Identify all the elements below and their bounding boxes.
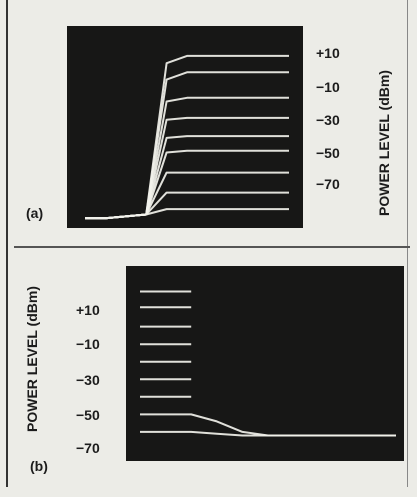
panel-divider [14, 246, 410, 248]
trace-a-7 [85, 191, 289, 220]
ytick-b-minus10: −10 [76, 336, 100, 352]
scope-screen-a [67, 26, 303, 228]
plot-area-b [140, 290, 396, 437]
trace-a-5 [85, 149, 289, 220]
scope-screen-b [126, 266, 404, 461]
trace-a-1 [85, 71, 289, 220]
ytick-b-minus50: −50 [76, 407, 100, 423]
ytick-a-minus50: −50 [316, 145, 340, 161]
ytick-a-minus30: −30 [316, 112, 340, 128]
ylabel-a: POWER LEVEL (dBm) [376, 70, 392, 216]
trace-a-2 [85, 96, 289, 220]
trace-a-3 [85, 116, 289, 220]
plot-area-a [85, 54, 289, 220]
trace-a-6 [85, 171, 289, 220]
ylabel-b: POWER LEVEL (dBm) [24, 286, 40, 432]
trace-b-8 [140, 430, 396, 437]
ytick-b-minus30: −30 [76, 372, 100, 388]
ytick-b-minus70: −70 [76, 440, 100, 456]
ytick-a-minus10: −10 [316, 79, 340, 95]
panel-label-a: (a) [26, 205, 44, 221]
trace-a-8 [85, 208, 289, 220]
figure-frame [6, 0, 408, 487]
ytick-a-plus10: +10 [316, 45, 340, 61]
panel-label-b: (b) [30, 458, 48, 474]
trace-a-4 [85, 135, 289, 220]
ytick-a-minus70: −70 [316, 176, 340, 192]
ytick-b-plus10: +10 [76, 302, 100, 318]
